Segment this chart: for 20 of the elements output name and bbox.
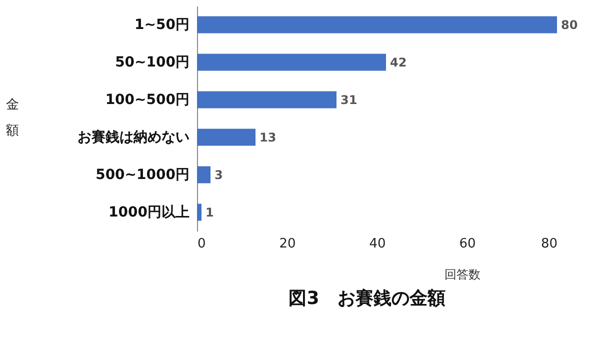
x-tick-label: 20 <box>279 236 296 252</box>
y-tick-label: 500~1000円 <box>96 166 190 183</box>
y-axis-title: 金額 <box>6 98 19 138</box>
x-tick-label: 60 <box>459 236 476 252</box>
y-tick-label: 1000円以上 <box>108 204 190 220</box>
data-label: 1 <box>206 205 214 220</box>
x-tick-label: 40 <box>369 236 386 252</box>
data-label: 3 <box>214 168 223 182</box>
y-tick-label: 100~500円 <box>105 92 190 108</box>
data-label: 13 <box>260 130 276 144</box>
y-tick-label: 1~50円 <box>134 16 190 33</box>
data-label: 80 <box>561 18 578 32</box>
data-label: 31 <box>340 92 358 107</box>
x-axis-title: 回答数 <box>444 268 480 282</box>
x-tick-label: 80 <box>540 236 558 252</box>
y-tick-label: お賽銭は納めない <box>78 128 190 146</box>
y-tick-label: 50~100円 <box>115 54 190 70</box>
x-tick-label: 0 <box>198 236 206 252</box>
text: 図3 お賽銭の金額 <box>288 288 446 309</box>
data-label: 42 <box>390 55 407 70</box>
